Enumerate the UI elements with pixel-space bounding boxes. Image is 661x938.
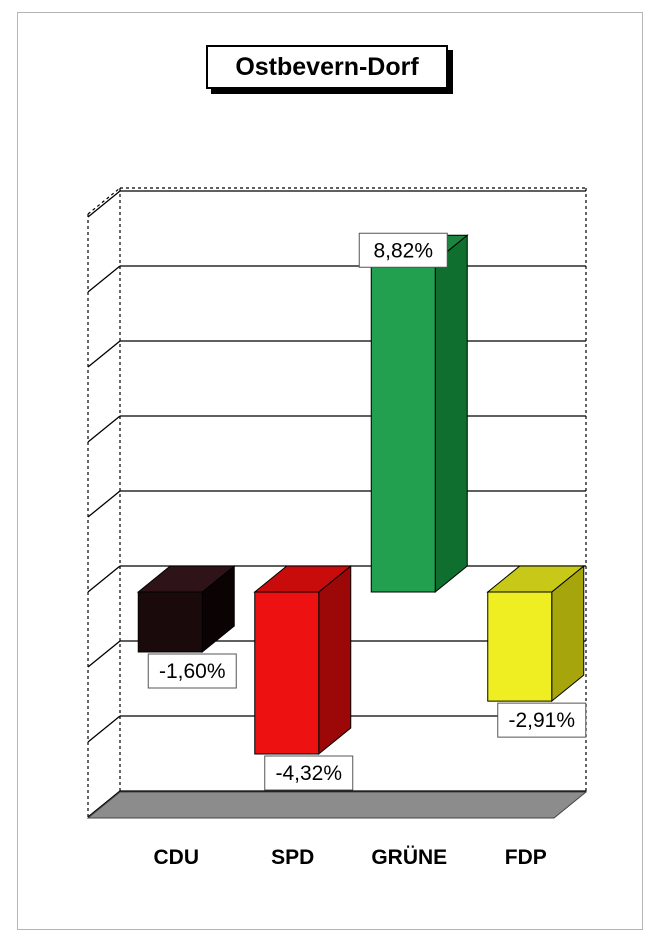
- value-label-text: -4,32%: [275, 762, 342, 785]
- bar-front-face: [370, 260, 436, 593]
- chart-title: Ostbevern-Dorf: [206, 45, 448, 89]
- gridline-side: [87, 190, 121, 218]
- value-label-text: 8,82%: [373, 239, 433, 262]
- category-label-spd: SPD: [271, 846, 314, 869]
- bars-layer: [136, 234, 586, 756]
- gridline-side: [87, 265, 121, 293]
- chart-floor: [86, 791, 588, 819]
- value-label-cdu: -1,60%: [147, 653, 237, 689]
- value-label-box: [497, 702, 587, 738]
- bar-spd: [253, 564, 353, 756]
- bar-side-face: [434, 234, 468, 594]
- gridline-side: [87, 715, 121, 743]
- category-labels-layer: CDU SPD GRÜNE FDP: [154, 846, 547, 869]
- bar-fdp: [486, 564, 586, 703]
- value-label-box: [358, 232, 448, 268]
- value-label-spd: -4,32%: [264, 755, 354, 791]
- gridline-side: [87, 490, 121, 518]
- side-wall-top-edge: [87, 187, 121, 215]
- bar-front-face: [254, 591, 320, 755]
- gridline-side: [87, 415, 121, 443]
- gridline-side: [87, 790, 121, 818]
- gridline-side: [87, 340, 121, 368]
- category-label-grüne: GRÜNE: [371, 846, 447, 869]
- bar-grüne: [369, 234, 469, 594]
- gridline-side: [87, 565, 121, 593]
- category-label-cdu: CDU: [154, 846, 200, 869]
- value-label-fdp: -2,91%: [497, 702, 587, 738]
- value-label-grüne: 8,82%: [358, 232, 448, 268]
- floor-layer: [86, 791, 588, 819]
- value-label-text: -1,60%: [159, 660, 226, 683]
- bar-cdu: [136, 564, 236, 654]
- value-label-text: -2,91%: [508, 709, 575, 732]
- value-label-box: [264, 755, 354, 791]
- bar-front-face: [137, 591, 203, 653]
- category-label-fdp: FDP: [505, 846, 547, 869]
- value-label-box: [147, 653, 237, 689]
- bar-front-face: [487, 591, 553, 702]
- bar-side-face: [318, 564, 352, 756]
- gridline-side: [87, 640, 121, 668]
- value-labels-layer: -1,60% -4,32% 8,82% -2,91%: [147, 232, 587, 791]
